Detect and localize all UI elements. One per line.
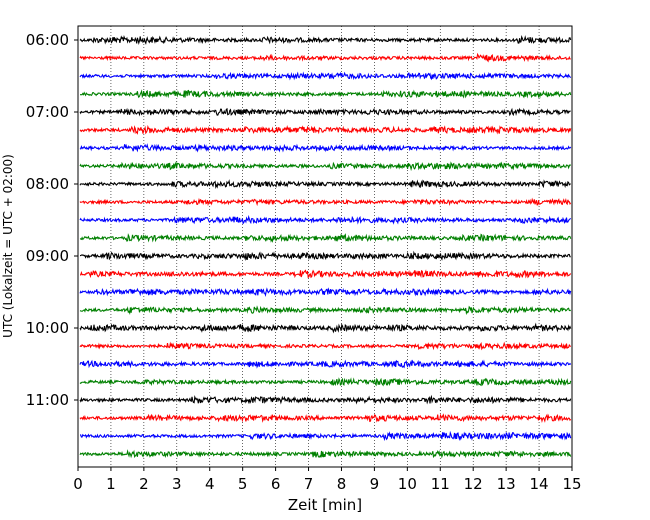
x-tick-label: 3 bbox=[172, 475, 182, 493]
y-tick-label: 08:00 bbox=[26, 175, 69, 193]
x-tick-label: 5 bbox=[238, 475, 248, 493]
x-tick-label: 4 bbox=[205, 475, 215, 493]
x-tick-label: 15 bbox=[562, 475, 581, 493]
x-tick-label: 1 bbox=[106, 475, 116, 493]
x-tick-label: 7 bbox=[304, 475, 314, 493]
y-tick-label: 06:00 bbox=[26, 31, 69, 49]
x-tick-label: 12 bbox=[464, 475, 483, 493]
x-tick-label: 6 bbox=[271, 475, 281, 493]
x-tick-label: 2 bbox=[139, 475, 149, 493]
x-tick-label: 10 bbox=[398, 475, 417, 493]
y-axis-ticks: 06:00 07:00 08:00 09:00 10:00 11:00 bbox=[26, 31, 78, 409]
x-tick-label: 0 bbox=[73, 475, 83, 493]
x-tick-label: 9 bbox=[370, 475, 380, 493]
x-tick-label: 11 bbox=[431, 475, 450, 493]
x-tick-label: 14 bbox=[530, 475, 549, 493]
y-tick-label: 10:00 bbox=[26, 319, 69, 337]
x-tick-label: 8 bbox=[337, 475, 347, 493]
y-tick-label: 07:00 bbox=[26, 103, 69, 121]
x-axis-label: Zeit [min] bbox=[288, 496, 362, 514]
y-axis-label: UTC (Lokalzeit = UTC + 02:00) bbox=[1, 154, 15, 338]
x-axis-ticks: 0 1 2 3 4 5 6 7 8 9 10 11 12 13 14 15 bbox=[73, 467, 581, 493]
y-tick-label: 09:00 bbox=[26, 247, 69, 265]
x-tick-label: 13 bbox=[497, 475, 516, 493]
y-tick-label: 11:00 bbox=[26, 391, 69, 409]
